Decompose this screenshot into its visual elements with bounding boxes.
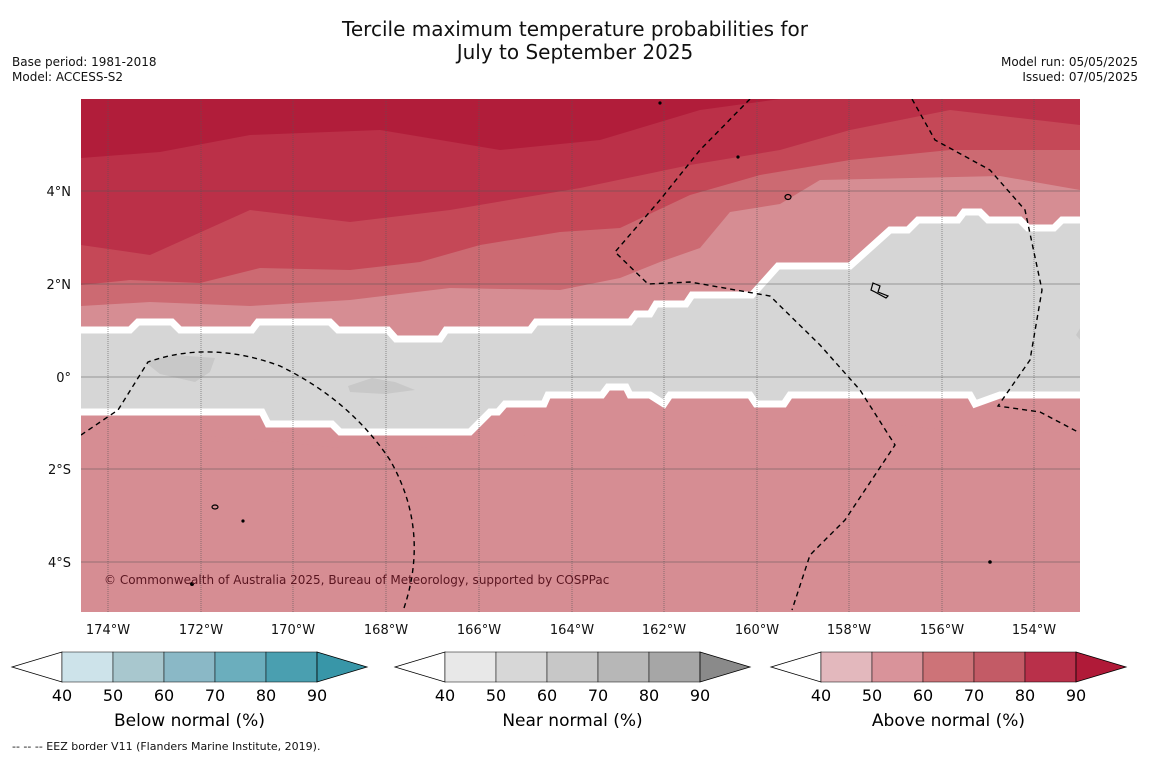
- colorbar-segment: [495, 651, 548, 683]
- colorbar-tick-label: 70: [964, 686, 984, 705]
- graticule: [81, 99, 1080, 612]
- colorbar-tick-label: 90: [690, 686, 710, 705]
- lat-label: 2°N: [47, 278, 72, 293]
- colorbar-tick-label: 60: [537, 686, 557, 705]
- near-60-patch: [348, 378, 415, 394]
- lat-label: 4°S: [48, 556, 71, 571]
- colorbar-segment: [648, 651, 701, 683]
- colorbar-tick-label: 90: [307, 686, 327, 705]
- base-period: Base period: 1981-2018: [12, 55, 157, 69]
- lon-label: 172°W: [179, 623, 223, 638]
- eez-footnote: -- -- -- EEZ border V11 (Flanders Marine…: [12, 740, 321, 753]
- colorbar-min-arrow: [769, 651, 822, 683]
- eez-borders: [81, 99, 1079, 611]
- lon-label: 154°W: [1012, 623, 1056, 638]
- lon-label: 162°W: [642, 623, 686, 638]
- colorbar-segment: [922, 651, 975, 683]
- colorbar-legends: 40 50 60 70 80 90 Below normal (%) 40 50 60 70 80 90…: [10, 651, 1128, 731]
- colorbar-segment: [871, 651, 924, 683]
- colorbar-segment: [112, 651, 165, 683]
- colorbar-tick-label: 70: [588, 686, 608, 705]
- colorbar-segment: [61, 651, 114, 683]
- colorbar-segment: [820, 651, 873, 683]
- copyright-notice: © Commonwealth of Australia 2025, Bureau…: [104, 573, 609, 587]
- colorbar-segment: [597, 651, 650, 683]
- lon-label: 166°W: [457, 623, 501, 638]
- colorbar-segment: [265, 651, 318, 683]
- title-line-1: Tercile maximum temperature probabilitie…: [342, 17, 808, 41]
- latitude-labels: 4°N 2°N 0° 2°S 4°S: [47, 185, 72, 571]
- colorbar-legend: 40 50 60 70 80 90 Above normal (%): [769, 651, 1128, 731]
- colorbar-min-arrow: [10, 651, 63, 683]
- colorbar-min-arrow: [393, 651, 446, 683]
- colorbar-tick-label: 70: [205, 686, 225, 705]
- lon-label: 170°W: [271, 623, 315, 638]
- model-run: Model run: 05/05/2025: [1000, 55, 1138, 69]
- colorbar-segment: [444, 651, 497, 683]
- colorbar-max-arrow: [1075, 651, 1128, 683]
- longitude-labels: 174°W 172°W 170°W 168°W 166°W 164°W 162°…: [86, 623, 1056, 638]
- colorbar-tick-label: 90: [1066, 686, 1086, 705]
- colorbar-title: Below normal (%): [114, 711, 265, 731]
- near-60-patch: [1076, 328, 1080, 340]
- lat-label: 4°N: [47, 185, 72, 200]
- title-line-2: July to September 2025: [456, 40, 694, 64]
- colorbar-max-arrow: [316, 651, 369, 683]
- colorbar-tick-label: 50: [103, 686, 123, 705]
- colorbar-tick-label: 40: [435, 686, 455, 705]
- colorbar-tick-label: 80: [639, 686, 659, 705]
- colorbar-max-arrow: [699, 651, 752, 683]
- colorbar-title: Above normal (%): [872, 711, 1025, 731]
- colorbar-tick-label: 50: [862, 686, 882, 705]
- lon-label: 160°W: [735, 623, 779, 638]
- colorbar-tick-label: 40: [52, 686, 72, 705]
- meta-right: Model run: 05/05/2025 Issued: 07/05/2025: [1001, 55, 1138, 85]
- south-above-50-band: [81, 420, 1080, 612]
- lon-label: 168°W: [364, 623, 408, 638]
- model-name: Model: ACCESS-S2: [12, 70, 124, 84]
- map-title: Tercile maximum temperature probabilitie…: [0, 18, 1150, 64]
- lon-label: 164°W: [550, 623, 594, 638]
- colorbar-segment: [214, 651, 267, 683]
- issued-date: Issued: 07/05/2025: [1022, 70, 1138, 84]
- colorbar-tick-label: 60: [913, 686, 933, 705]
- colorbar-title: Near normal (%): [502, 711, 642, 731]
- near-60-patch: [145, 355, 215, 382]
- meta-left: Base period: 1981-2018 Model: ACCESS-S2: [12, 55, 157, 85]
- colorbar-segment: [1024, 651, 1077, 683]
- colorbar-tick-label: 40: [811, 686, 831, 705]
- colorbar-legend: 40 50 60 70 80 90 Near normal (%): [393, 651, 752, 731]
- lat-label: 2°S: [48, 463, 71, 478]
- colorbar-legend: 40 50 60 70 80 90 Below normal (%): [10, 651, 369, 731]
- colorbar-segment: [546, 651, 599, 683]
- colorbar-tick-label: 80: [256, 686, 276, 705]
- lon-label: 158°W: [827, 623, 871, 638]
- colorbar-segment: [973, 651, 1026, 683]
- lon-label: 156°W: [920, 623, 964, 638]
- islands: [190, 101, 992, 586]
- colorbar-tick-label: 60: [154, 686, 174, 705]
- colorbar-tick-label: 50: [486, 686, 506, 705]
- map-field: © Commonwealth of Australia 2025, Bureau…: [81, 99, 1080, 612]
- colorbar-tick-label: 80: [1015, 686, 1035, 705]
- lon-label: 174°W: [86, 623, 130, 638]
- colorbar-segment: [163, 651, 216, 683]
- lat-label: 0°: [56, 371, 71, 386]
